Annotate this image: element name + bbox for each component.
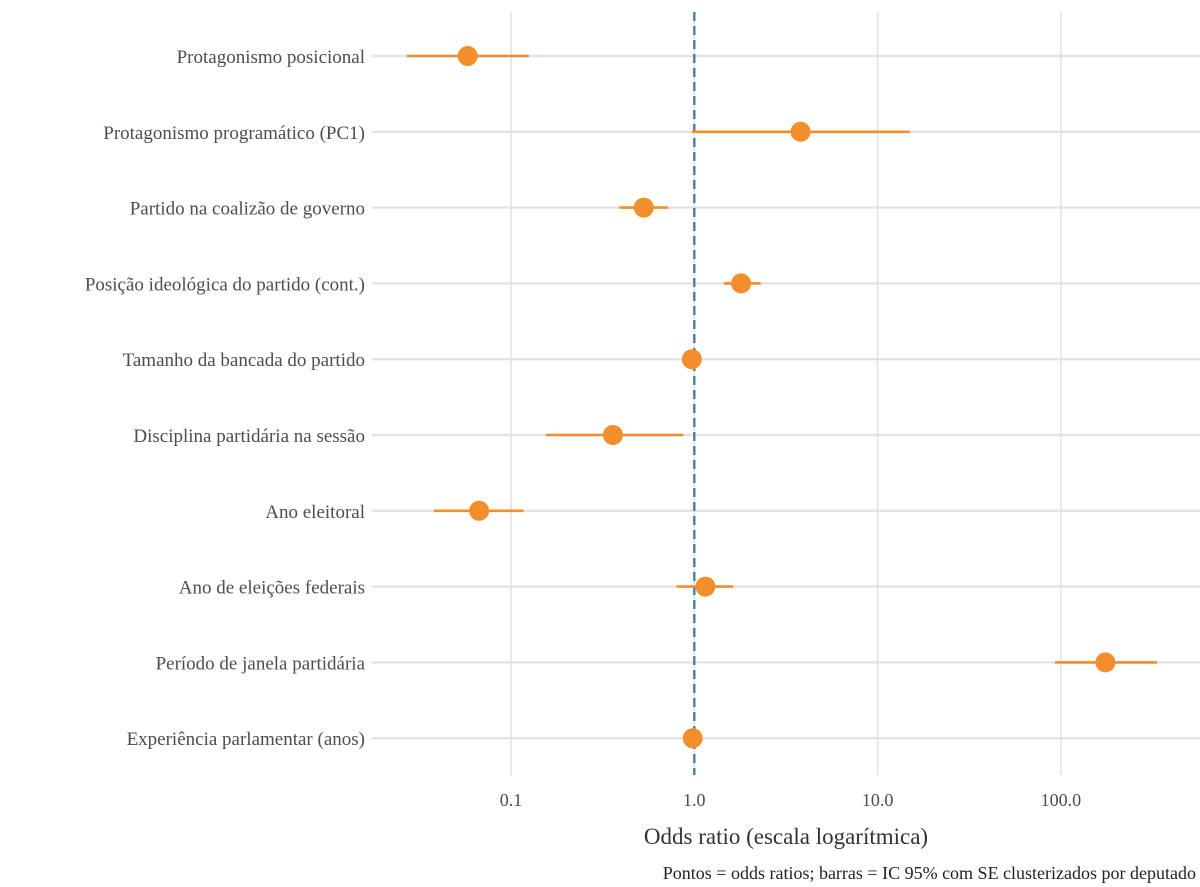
category-label: Período de janela partidária <box>156 653 366 674</box>
category-label: Ano eleitoral <box>265 502 365 523</box>
x-tick-label: 100.0 <box>1041 790 1082 810</box>
odds-ratio-point <box>1095 652 1116 673</box>
category-label: Tamanho da bancada do partido <box>123 350 365 371</box>
odds-ratio-point <box>682 728 703 749</box>
odds-ratio-point <box>695 576 716 597</box>
category-label: Posição ideológica do partido (cont.) <box>85 274 365 295</box>
category-label: Disciplina partidária na sessão <box>133 426 365 447</box>
x-axis-title: Odds ratio (escala logarítmica) <box>644 824 928 849</box>
odds-ratio-point <box>469 500 490 521</box>
category-label: Partido na coalizão de governo <box>130 199 365 220</box>
x-tick-label: 1.0 <box>683 790 706 810</box>
odds-ratio-point <box>731 273 752 294</box>
category-label: Ano de eleições federais <box>179 578 365 599</box>
chart-caption: Pontos = odds ratios; barras = IC 95% co… <box>663 863 1196 883</box>
category-label: Protagonismo programático (PC1) <box>103 123 365 144</box>
x-tick-labels: 0.1 1.0 10.0 100.0 <box>500 790 1081 810</box>
odds-ratio-point <box>681 349 702 370</box>
estimate-marks <box>406 46 1158 749</box>
category-label: Protagonismo posicional <box>177 47 365 68</box>
x-tick-label: 0.1 <box>500 790 523 810</box>
odds-ratio-point <box>633 197 654 218</box>
odds-ratio-point <box>790 121 811 142</box>
odds-ratio-point <box>457 46 478 66</box>
x-tick-label: 10.0 <box>862 790 894 810</box>
category-labels: Protagonismo posicional Protagonismo prog… <box>85 47 366 750</box>
category-label: Experiência parlamentar (anos) <box>127 729 365 750</box>
odds-ratio-point <box>602 425 623 445</box>
